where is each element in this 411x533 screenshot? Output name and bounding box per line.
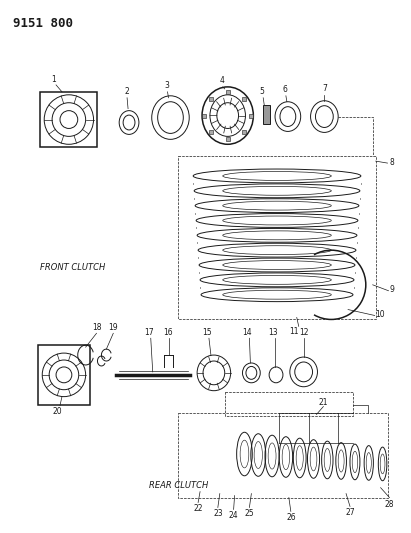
Text: 9151 800: 9151 800	[13, 17, 73, 30]
Text: 22: 22	[193, 505, 203, 513]
Text: 18: 18	[92, 324, 101, 332]
Text: 25: 25	[245, 510, 254, 519]
Text: 9: 9	[390, 285, 394, 294]
Text: 6: 6	[282, 85, 287, 94]
Bar	[202, 114, 206, 118]
Text: REAR CLUTCH: REAR CLUTCH	[149, 481, 208, 490]
Bar	[226, 90, 230, 94]
Text: 23: 23	[213, 510, 223, 519]
Bar	[225, 392, 353, 416]
Text: 17: 17	[144, 328, 154, 337]
Bar	[242, 97, 247, 101]
Bar	[209, 97, 213, 101]
Text: 20: 20	[52, 407, 62, 416]
Text: 19: 19	[109, 324, 118, 332]
Text: 1: 1	[52, 75, 56, 84]
Text: 3: 3	[164, 81, 169, 90]
Bar	[38, 345, 90, 405]
Bar	[263, 104, 270, 125]
Text: 4: 4	[219, 76, 224, 85]
Bar	[226, 138, 230, 141]
Bar	[178, 414, 388, 498]
Text: 26: 26	[286, 513, 296, 522]
Text: FRONT CLUTCH: FRONT CLUTCH	[40, 263, 106, 272]
Text: 13: 13	[268, 328, 278, 337]
Text: 11: 11	[289, 327, 298, 336]
Bar	[40, 92, 97, 147]
Bar	[178, 156, 376, 319]
Bar	[242, 131, 247, 134]
Text: 14: 14	[242, 328, 252, 337]
Text: 12: 12	[299, 328, 308, 337]
Text: 15: 15	[202, 328, 212, 337]
Text: 27: 27	[345, 508, 355, 518]
Bar	[209, 131, 213, 134]
Text: 16: 16	[163, 328, 172, 337]
Text: 28: 28	[385, 499, 394, 508]
Text: 10: 10	[376, 310, 385, 319]
Text: 5: 5	[260, 87, 265, 96]
Text: 8: 8	[390, 158, 394, 167]
Text: 2: 2	[125, 87, 129, 96]
Text: 24: 24	[229, 512, 238, 520]
Text: 21: 21	[319, 398, 328, 407]
Bar	[249, 114, 253, 118]
Text: 7: 7	[322, 84, 327, 93]
